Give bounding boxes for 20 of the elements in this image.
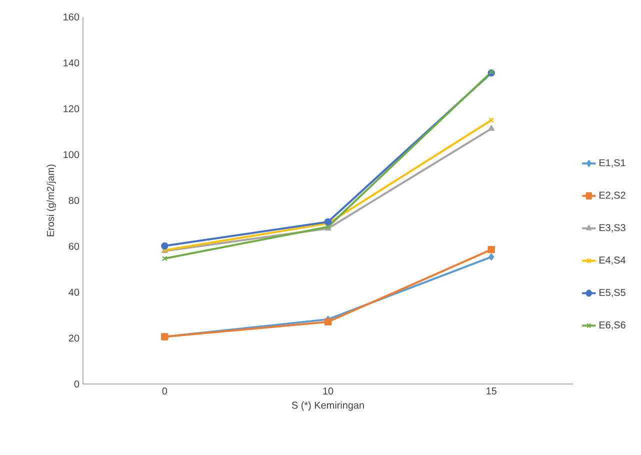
y-axis-title: Erosi (g/m2/jam) <box>46 164 56 236</box>
y-tick-label: 0 <box>74 380 80 388</box>
y-tick-label: 140 <box>64 59 80 66</box>
y-tick-label: 60 <box>68 242 80 250</box>
x-tick-label: 10 <box>323 388 334 395</box>
x-tick-label: 0 <box>162 388 168 395</box>
legend-label: E5,S5 <box>599 288 626 298</box>
y-tick-label: 20 <box>68 334 80 342</box>
y-tick-label: 160 <box>64 13 80 21</box>
y-tick-label: 100 <box>64 151 80 158</box>
y-tick-label: 120 <box>64 105 80 112</box>
x-tick-label: 15 <box>486 388 496 394</box>
legend-label: E1,S1 <box>599 159 626 168</box>
legend-label: E3,S3 <box>599 224 626 232</box>
legend-label: E4,S4 <box>599 256 626 265</box>
y-tick-label: 80 <box>68 196 80 204</box>
legend-label: E6,S6 <box>599 321 626 330</box>
y-tick-label: 40 <box>68 288 80 296</box>
legend-label: E2,S2 <box>599 192 626 200</box>
x-axis-title: S (*) Kemiringan <box>292 401 364 411</box>
